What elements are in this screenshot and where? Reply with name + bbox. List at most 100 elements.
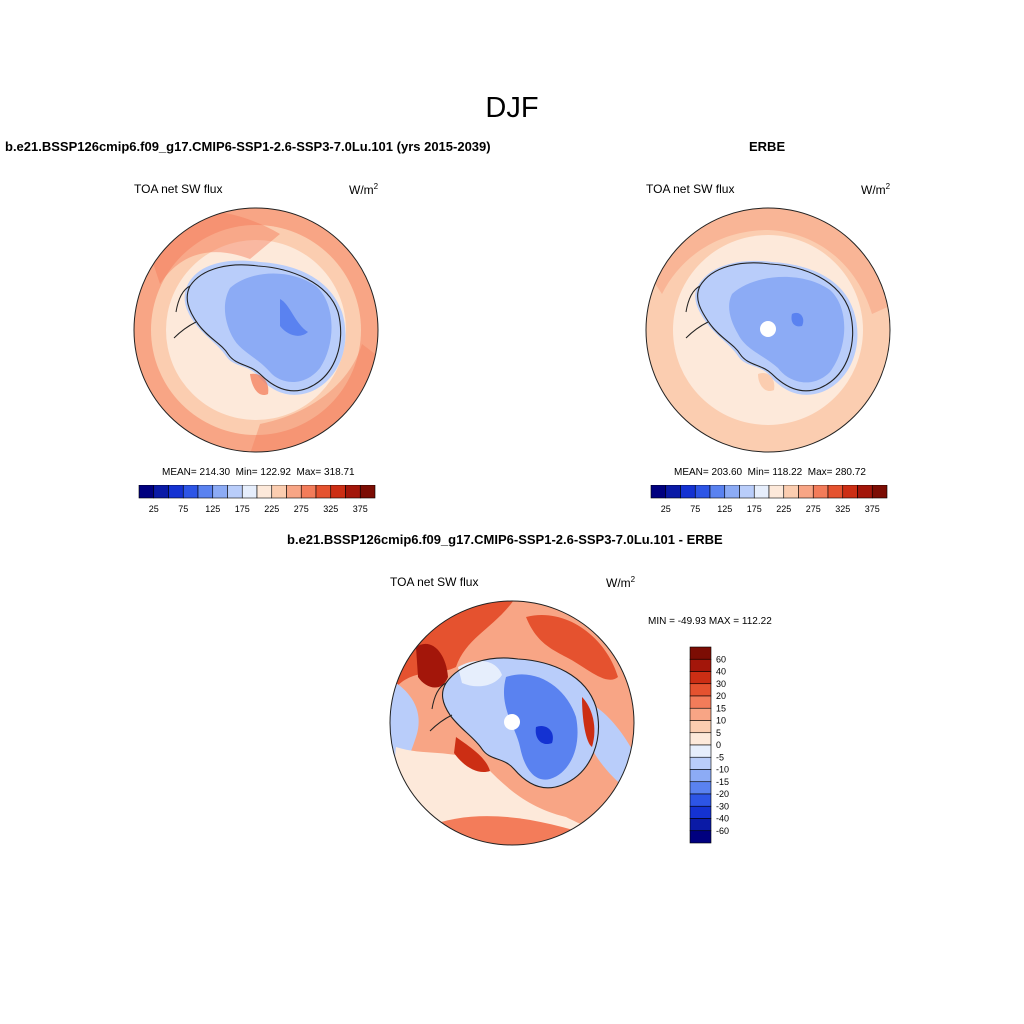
panel-obs-colorbar: 25 75 125 175 225 275 325 375: [650, 485, 888, 514]
panel-diff-stats: MIN = -49.93 MAX = 112.22: [648, 616, 772, 627]
colorbar-tick-label: 125: [205, 504, 220, 514]
colorbar-tick-label: 30: [716, 679, 726, 689]
colorbar-tick-label: 10: [716, 716, 726, 726]
panel-obs-variable-label: TOA net SW flux: [646, 182, 735, 196]
positive-anomaly-region: [454, 737, 490, 773]
colorbar-tick-label: 175: [747, 504, 762, 514]
antarctica-coastline: [186, 264, 342, 392]
colorbar-swatch: [271, 485, 287, 499]
colorbar-tick-label: -20: [716, 789, 729, 799]
colorbar-tick-label: 25: [149, 504, 159, 514]
colorbar-tick-label: -5: [716, 752, 724, 762]
panel-obs-stats: MEAN= 203.60 Min= 118.22 Max= 280.72: [674, 467, 866, 478]
colorbar-swatch: [709, 485, 726, 499]
colorbar-swatch: [689, 744, 712, 758]
colorbar-tick-label: 325: [323, 504, 338, 514]
colorbar-swatch: [168, 485, 184, 499]
colorbar-swatch: [286, 485, 302, 499]
antarctica-coastline: [697, 262, 854, 392]
positive-anomaly-region: [582, 697, 595, 747]
colorbar-swatch: [689, 683, 712, 697]
colorbar-tick-label: -60: [716, 826, 729, 836]
colorbar-swatch: [689, 707, 712, 721]
colorbar-swatch: [689, 646, 712, 660]
panel-diff-variable-label: TOA net SW flux: [390, 575, 479, 589]
colorbar-swatch: [153, 485, 169, 499]
colorbar-swatch: [812, 485, 829, 499]
panel-model-case-title: b.e21.BSSP126cmip6.f09_g17.CMIP6-SSP1-2.…: [5, 139, 491, 154]
colorbar-tick-label: 125: [717, 504, 732, 514]
colorbar-tick-label: 225: [776, 504, 791, 514]
colorbar-swatch: [689, 732, 712, 746]
colorbar-swatch: [798, 485, 814, 499]
colorbar-tick-label: 375: [353, 504, 368, 514]
colorbar-swatch: [689, 793, 712, 807]
low-flux-region: [791, 312, 804, 327]
colorbar-swatch: [689, 769, 712, 783]
colorbar-swatch: [650, 485, 667, 499]
panel-model-units-label: W/m2: [349, 182, 379, 197]
colorbar-swatch: [689, 781, 712, 795]
colorbar-swatch: [689, 720, 712, 734]
panel-model-colorbar: 25 75 125 175 225 275 325 375: [138, 485, 376, 514]
low-flux-region: [280, 299, 308, 336]
high-flux-region: [646, 208, 890, 314]
colorbar-tick-label: 225: [264, 504, 279, 514]
colorbar-tick-label: 325: [835, 504, 850, 514]
colorbar-swatch: [694, 485, 711, 499]
colorbar-swatch: [768, 485, 785, 499]
high-flux-region: [250, 373, 269, 396]
colorbar-tick-label: 375: [865, 504, 880, 514]
colorbar-tick-label: 5: [716, 728, 721, 738]
colorbar-swatch: [241, 485, 258, 499]
panel-obs-case-title: ERBE: [749, 139, 786, 154]
colorbar-swatch: [182, 485, 199, 499]
colorbar-tick-label: -30: [716, 801, 729, 811]
colorbar-swatch: [689, 671, 712, 685]
figure-title: DJF: [485, 92, 539, 124]
colorbar-tick-label: 75: [690, 504, 700, 514]
panel-diff-map: [389, 600, 635, 846]
colorbar-swatch: [783, 485, 799, 499]
high-flux-region: [250, 344, 375, 452]
colorbar-tick-label: 15: [716, 703, 726, 713]
colorbar-tick-label: 275: [294, 504, 309, 514]
colorbar-swatch: [680, 485, 696, 499]
colorbar-swatch: [359, 485, 376, 499]
colorbar-swatch: [753, 485, 770, 499]
colorbar-tick-label: 175: [235, 504, 250, 514]
colorbar-swatch: [739, 485, 755, 499]
antarctica-coastline: [441, 657, 599, 789]
colorbar-swatch: [197, 485, 214, 499]
panel-diff-units-label: W/m2: [606, 575, 636, 590]
colorbar-tick-label: 25: [661, 504, 671, 514]
colorbar-swatch: [871, 485, 888, 499]
colorbar-swatch: [227, 485, 243, 499]
colorbar-swatch: [689, 805, 712, 819]
positive-anomaly-region: [526, 615, 618, 680]
panel-model-stats: MEAN= 214.30 Min= 122.92 Max= 318.71: [162, 467, 355, 478]
panel-diff-colorbar: 60 40 30 20 15 10 5 0 -5 -10 -15 -20 -30 -40 -60: [689, 646, 729, 844]
colorbar-swatch: [689, 658, 712, 672]
strong-positive-anomaly: [416, 643, 448, 688]
colorbar-swatch: [212, 485, 228, 499]
colorbar-swatch: [138, 485, 155, 499]
colorbar-tick-label: 60: [716, 654, 726, 664]
colorbar-tick-label: 20: [716, 691, 726, 701]
colorbar-swatch: [330, 485, 346, 499]
panel-diff-case-title: b.e21.BSSP126cmip6.f09_g17.CMIP6-SSP1-2.…: [287, 532, 723, 547]
colorbar-swatch: [689, 695, 712, 709]
map-boundary: [389, 600, 635, 846]
colorbar-swatch: [345, 485, 361, 499]
colorbar-swatch: [827, 485, 844, 499]
panel-obs-map: [645, 207, 891, 453]
antarctic-peninsula-coastline: [429, 682, 453, 732]
map-boundary: [133, 207, 379, 453]
antarctic-interior-field: [224, 273, 332, 382]
colorbar-swatch: [857, 485, 873, 499]
colorbar-swatch: [689, 830, 712, 844]
colorbar-swatch: [689, 818, 712, 832]
colorbar-swatch: [315, 485, 332, 499]
missing-data-pole: [504, 714, 520, 730]
colorbar-swatch: [256, 485, 273, 499]
